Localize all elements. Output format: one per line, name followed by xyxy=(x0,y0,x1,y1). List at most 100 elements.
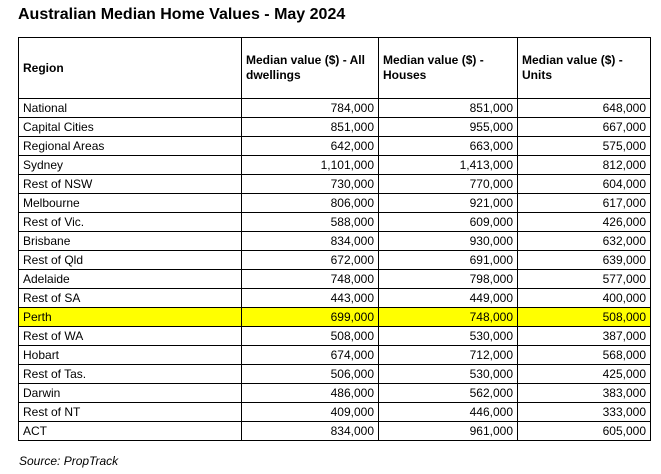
value-cell: 851,000 xyxy=(378,98,518,118)
value-cell: 851,000 xyxy=(241,117,379,137)
table-row: Hobart 674,000 712,000 568,000 xyxy=(18,345,651,365)
value-cell: 955,000 xyxy=(378,117,518,137)
table-row: Regional Areas 642,000 663,000 575,000 xyxy=(18,136,651,156)
value-cell: 748,000 xyxy=(241,269,379,289)
table-row: Capital Cities 851,000 955,000 667,000 xyxy=(18,117,651,137)
region-cell: Sydney xyxy=(18,155,242,175)
value-cell: 642,000 xyxy=(241,136,379,156)
region-cell: National xyxy=(18,98,242,118)
value-cell: 1,101,000 xyxy=(241,155,379,175)
value-cell: 834,000 xyxy=(241,421,379,441)
value-cell: 387,000 xyxy=(517,326,651,346)
value-cell: 672,000 xyxy=(241,250,379,270)
value-cell: 632,000 xyxy=(517,231,651,251)
value-cell: 425,000 xyxy=(517,364,651,384)
page-title: Australian Median Home Values - May 2024 xyxy=(18,6,346,23)
value-cell: 770,000 xyxy=(378,174,518,194)
value-cell: 961,000 xyxy=(378,421,518,441)
value-cell: 426,000 xyxy=(517,212,651,232)
table-row: ACT 834,000 961,000 605,000 xyxy=(18,421,651,441)
region-cell: Rest of Tas. xyxy=(18,364,242,384)
value-cell: 699,000 xyxy=(241,307,379,327)
region-cell: Capital Cities xyxy=(18,117,242,137)
value-cell: 486,000 xyxy=(241,383,379,403)
region-cell: Adelaide xyxy=(18,269,242,289)
region-cell: Brisbane xyxy=(18,231,242,251)
value-cell: 730,000 xyxy=(241,174,379,194)
value-cell: 784,000 xyxy=(241,98,379,118)
col-header-all-dwellings: Median value ($) - All dwellings xyxy=(241,37,379,99)
value-cell: 568,000 xyxy=(517,345,651,365)
col-header-region: Region xyxy=(18,37,242,99)
value-cell: 1,413,000 xyxy=(378,155,518,175)
value-cell: 930,000 xyxy=(378,231,518,251)
table-row: Sydney 1,101,000 1,413,000 812,000 xyxy=(18,155,651,175)
value-cell: 667,000 xyxy=(517,117,651,137)
table-row: Adelaide 748,000 798,000 577,000 xyxy=(18,269,651,289)
value-cell: 575,000 xyxy=(517,136,651,156)
value-cell: 639,000 xyxy=(517,250,651,270)
value-cell: 530,000 xyxy=(378,364,518,384)
value-cell: 508,000 xyxy=(241,326,379,346)
table-row: Darwin 486,000 562,000 383,000 xyxy=(18,383,651,403)
region-cell: Rest of NT xyxy=(18,402,242,422)
value-cell: 674,000 xyxy=(241,345,379,365)
value-cell: 806,000 xyxy=(241,193,379,213)
region-cell: Rest of WA xyxy=(18,326,242,346)
region-cell: Darwin xyxy=(18,383,242,403)
value-cell: 617,000 xyxy=(517,193,651,213)
value-cell: 577,000 xyxy=(517,269,651,289)
value-cell: 663,000 xyxy=(378,136,518,156)
value-cell: 691,000 xyxy=(378,250,518,270)
table-row: Rest of NT 409,000 446,000 333,000 xyxy=(18,402,651,422)
value-cell: 748,000 xyxy=(378,307,518,327)
region-cell: ACT xyxy=(18,421,242,441)
value-cell: 530,000 xyxy=(378,326,518,346)
value-cell: 443,000 xyxy=(241,288,379,308)
header-row: Region Median value ($) - All dwellings … xyxy=(18,37,651,99)
table-row: Rest of NSW 730,000 770,000 604,000 xyxy=(18,174,651,194)
value-cell: 648,000 xyxy=(517,98,651,118)
value-cell: 609,000 xyxy=(378,212,518,232)
value-cell: 449,000 xyxy=(378,288,518,308)
value-cell: 506,000 xyxy=(241,364,379,384)
table-row: Melbourne 806,000 921,000 617,000 xyxy=(18,193,651,213)
table-row: Rest of SA 443,000 449,000 400,000 xyxy=(18,288,651,308)
value-cell: 508,000 xyxy=(517,307,651,327)
table-row: Rest of Tas. 506,000 530,000 425,000 xyxy=(18,364,651,384)
value-cell: 588,000 xyxy=(241,212,379,232)
table-row: Rest of WA 508,000 530,000 387,000 xyxy=(18,326,651,346)
region-cell: Rest of Vic. xyxy=(18,212,242,232)
region-cell: Regional Areas xyxy=(18,136,242,156)
region-cell: Rest of NSW xyxy=(18,174,242,194)
table-row: Perth 699,000 748,000 508,000 xyxy=(18,307,651,327)
table-row: Rest of Vic. 588,000 609,000 426,000 xyxy=(18,212,651,232)
region-cell: Rest of Qld xyxy=(18,250,242,270)
value-cell: 798,000 xyxy=(378,269,518,289)
table-row: National 784,000 851,000 648,000 xyxy=(18,98,651,118)
table-row: Rest of Qld 672,000 691,000 639,000 xyxy=(18,250,651,270)
source-note: Source: PropTrack xyxy=(19,454,119,468)
col-header-units: Median value ($) - Units xyxy=(517,37,651,99)
value-cell: 383,000 xyxy=(517,383,651,403)
value-cell: 834,000 xyxy=(241,231,379,251)
value-cell: 562,000 xyxy=(378,383,518,403)
value-cell: 605,000 xyxy=(517,421,651,441)
region-cell: Hobart xyxy=(18,345,242,365)
home-values-table: Region Median value ($) - All dwellings … xyxy=(18,37,651,441)
value-cell: 409,000 xyxy=(241,402,379,422)
value-cell: 812,000 xyxy=(517,155,651,175)
value-cell: 446,000 xyxy=(378,402,518,422)
value-cell: 921,000 xyxy=(378,193,518,213)
region-cell: Rest of SA xyxy=(18,288,242,308)
value-cell: 400,000 xyxy=(517,288,651,308)
table-body: National 784,000 851,000 648,000 Capital Cit… xyxy=(18,98,651,441)
col-header-houses: Median value ($) - Houses xyxy=(378,37,518,99)
region-cell: Perth xyxy=(18,307,242,327)
region-cell: Melbourne xyxy=(18,193,242,213)
value-cell: 712,000 xyxy=(378,345,518,365)
value-cell: 604,000 xyxy=(517,174,651,194)
value-cell: 333,000 xyxy=(517,402,651,422)
table-row: Brisbane 834,000 930,000 632,000 xyxy=(18,231,651,251)
